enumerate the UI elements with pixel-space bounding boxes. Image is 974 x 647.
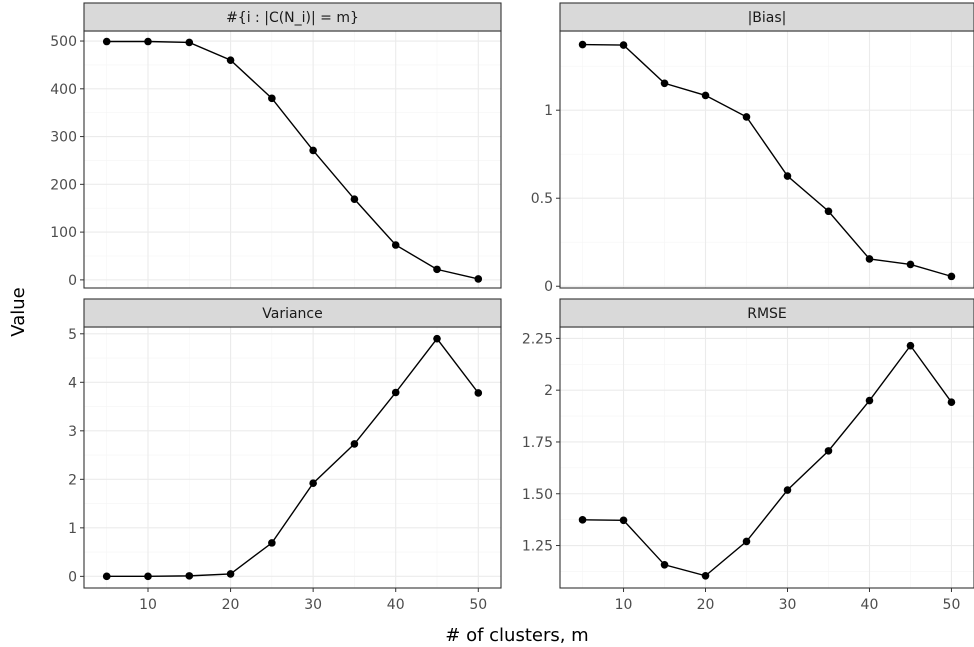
- y-tick-label: 200: [50, 177, 77, 193]
- facet-strip-label: Variance: [262, 306, 322, 322]
- data-point: [474, 389, 483, 397]
- y-tick-label: 100: [50, 225, 77, 241]
- data-point: [742, 113, 751, 121]
- data-point: [391, 388, 400, 397]
- data-point: [824, 447, 833, 455]
- x-tick-label: 20: [222, 597, 240, 613]
- data-point: [309, 479, 317, 488]
- y-tick-label: 1.75: [522, 435, 553, 451]
- data-point: [701, 91, 710, 100]
- series-line: [582, 43, 952, 278]
- y-tick-label: 1.50: [522, 487, 553, 503]
- data-point: [947, 398, 956, 406]
- data-point: [619, 41, 628, 49]
- data-point: [433, 265, 441, 274]
- data-point: [865, 396, 874, 405]
- data-point: [102, 572, 111, 581]
- x-tick-label: 40: [861, 597, 879, 613]
- series-line: [106, 40, 479, 280]
- data-point: [391, 241, 400, 249]
- data-point: [309, 146, 317, 155]
- x-axis-title: # of clusters, m: [445, 625, 588, 646]
- data-point: [185, 38, 194, 47]
- series-line: [106, 337, 479, 578]
- data-point: [578, 40, 587, 49]
- y-tick-label: 5: [68, 327, 77, 343]
- panel-border: [83, 30, 502, 289]
- x-tick-label: 50: [943, 597, 961, 613]
- data-point: [660, 561, 669, 569]
- y-tick-label: 2: [544, 383, 553, 399]
- facet-strip: [83, 2, 502, 32]
- data-point: [824, 207, 833, 216]
- data-point: [144, 37, 152, 46]
- x-tick-label: 50: [469, 597, 487, 613]
- x-tick-label: 10: [139, 597, 157, 613]
- series-line: [582, 344, 953, 577]
- facet-strip: [83, 298, 502, 328]
- facet-strip: [559, 2, 974, 32]
- data-point: [783, 486, 792, 494]
- data-point: [350, 195, 359, 203]
- data-point: [474, 275, 483, 283]
- data-point: [906, 341, 915, 350]
- x-tick-label: 20: [697, 597, 715, 613]
- data-point: [865, 255, 874, 263]
- data-point: [226, 570, 235, 578]
- x-tick-label: 10: [615, 597, 633, 613]
- facet-strip-label: RMSE: [747, 306, 787, 322]
- y-tick-label: 4: [68, 375, 77, 391]
- y-tick-label: 2.25: [522, 331, 553, 347]
- data-point: [742, 537, 751, 546]
- y-tick-label: 0: [544, 279, 553, 295]
- data-point: [144, 572, 152, 581]
- y-tick-label: 1: [544, 103, 553, 119]
- y-tick-label: 1: [68, 521, 77, 537]
- y-tick-label: 500: [50, 34, 77, 50]
- panel-border: [559, 30, 974, 289]
- panel-border: [83, 326, 502, 589]
- y-axis-title: Value: [8, 287, 29, 336]
- facet-strip: [559, 298, 974, 328]
- data-point: [578, 516, 587, 524]
- data-point: [660, 79, 669, 88]
- y-tick-label: 3: [68, 424, 77, 440]
- facet-strip-label: |Bias|: [748, 10, 787, 26]
- data-point: [947, 272, 956, 281]
- y-tick-label: 2: [68, 472, 77, 488]
- data-point: [350, 440, 359, 448]
- data-point: [906, 260, 915, 269]
- y-tick-label: 0.5: [531, 191, 553, 207]
- data-point: [268, 94, 276, 103]
- y-tick-label: 1.25: [522, 539, 553, 555]
- x-tick-label: 30: [779, 597, 797, 613]
- data-point: [433, 334, 441, 343]
- data-point: [619, 516, 628, 525]
- facet-strip-label: #{i : |C(N_i)| = m}: [226, 10, 359, 26]
- data-point: [185, 572, 194, 580]
- data-point: [268, 539, 276, 547]
- y-tick-label: 300: [50, 130, 77, 146]
- x-tick-label: 40: [387, 597, 405, 613]
- y-tick-label: 400: [50, 82, 77, 98]
- panel-border: [559, 326, 974, 589]
- data-point: [783, 172, 792, 180]
- x-tick-label: 30: [304, 597, 322, 613]
- y-tick-label: 0: [68, 569, 77, 585]
- data-point: [226, 56, 235, 64]
- y-tick-label: 0: [68, 273, 77, 289]
- data-point: [102, 37, 111, 46]
- data-point: [701, 571, 710, 580]
